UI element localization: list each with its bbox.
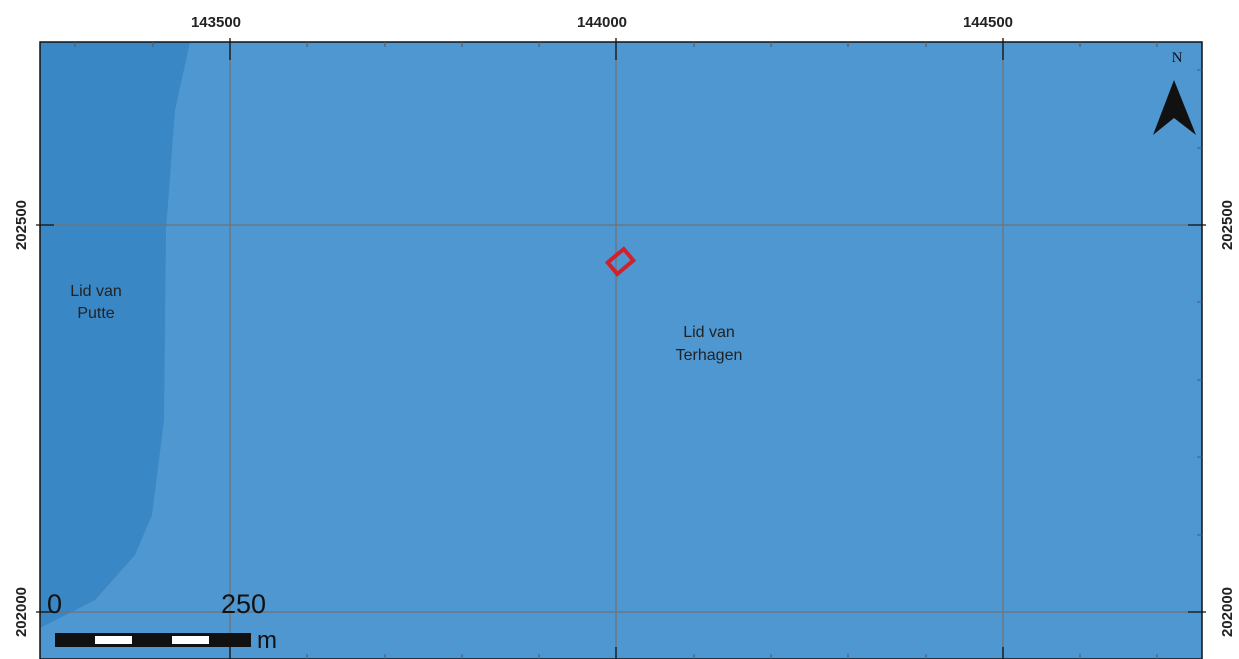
y-label-left-202000: 202000 — [13, 587, 30, 637]
x-label-144500: 144500 — [963, 14, 1013, 31]
unit-label-putte-line2: Putte — [77, 305, 114, 322]
scale-bar-segment — [172, 636, 209, 644]
scale-bar-start-label: 0 — [47, 589, 62, 619]
site-outline-icon[interactable] — [604, 246, 637, 277]
map-frame — [39, 41, 1203, 659]
frame-ticks — [36, 38, 1206, 659]
scale-bar — [55, 633, 251, 647]
frame-minor-ticks — [74, 42, 1202, 659]
y-label-right-202500: 202500 — [1219, 200, 1236, 250]
terhagen-area[interactable] — [40, 42, 1202, 659]
x-label-144000: 144000 — [577, 14, 627, 31]
unit-label-terhagen-line1: Lid van — [683, 324, 735, 341]
unit-label-putte-line1: Lid van — [70, 283, 122, 300]
north-arrow-label: N — [1172, 50, 1183, 66]
scale-bar-end-label: 250 — [221, 589, 266, 619]
y-label-right-202000: 202000 — [1219, 587, 1236, 637]
scale-bar-unit-label: m — [257, 627, 277, 654]
grid-lines — [40, 42, 1202, 659]
putte-area[interactable] — [40, 42, 190, 628]
scale-bar-segment — [95, 636, 132, 644]
north-arrow-icon — [1153, 80, 1196, 135]
unit-label-terhagen-line2: Terhagen — [676, 347, 743, 364]
x-label-143500: 143500 — [191, 14, 241, 31]
y-label-left-202500: 202500 — [13, 200, 30, 250]
